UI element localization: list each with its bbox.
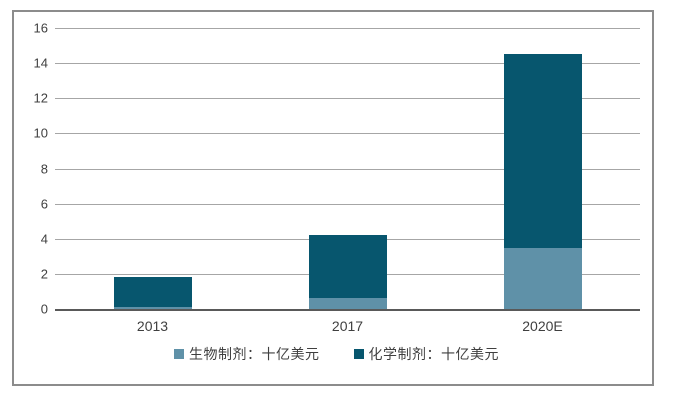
legend-label: 化学制剂：十亿美元 bbox=[368, 346, 499, 362]
bar-segment-biologics bbox=[503, 247, 582, 309]
x-tick-label: 2020E bbox=[522, 318, 563, 334]
legend-label: 生物制剂：十亿美元 bbox=[189, 346, 320, 362]
x-tick-label: 2013 bbox=[136, 318, 169, 334]
y-tick-label: 14 bbox=[33, 55, 48, 71]
gridline bbox=[55, 63, 640, 65]
gridline bbox=[55, 28, 640, 29]
stacked-bar-2020E bbox=[503, 54, 582, 309]
y-tick-label: 10 bbox=[33, 125, 48, 141]
legend-swatch-icon bbox=[174, 349, 184, 359]
x-axis-baseline bbox=[55, 309, 640, 311]
bar-segment-biologics bbox=[308, 298, 387, 309]
bar-segment-biologics bbox=[113, 307, 192, 309]
gridline bbox=[55, 98, 640, 100]
bar-segment-chemical bbox=[113, 277, 192, 308]
x-tick-label: 2017 bbox=[331, 318, 364, 334]
y-tick-label: 8 bbox=[40, 161, 48, 176]
bar-segment-chemical bbox=[503, 54, 582, 248]
y-tick-label: 2 bbox=[40, 266, 48, 282]
legend: 生物制剂：十亿美元 化学制剂：十亿美元 bbox=[0, 344, 673, 364]
y-tick-label: 16 bbox=[33, 20, 48, 36]
legend-swatch-icon bbox=[353, 349, 364, 359]
gridline bbox=[55, 203, 640, 205]
gridline bbox=[55, 133, 640, 135]
gridline bbox=[55, 168, 640, 170]
y-tick-label: 6 bbox=[40, 196, 48, 212]
y-tick-label: 4 bbox=[40, 231, 48, 247]
bar-segment-chemical bbox=[308, 235, 387, 299]
y-tick-label: 12 bbox=[33, 90, 48, 106]
stacked-bar-2013 bbox=[113, 277, 192, 309]
plot-area bbox=[55, 28, 640, 311]
legend-item-biologics: 生物制剂：十亿美元 bbox=[174, 344, 320, 364]
stacked-bar-2017 bbox=[308, 235, 387, 309]
legend-item-chemical: 化学制剂：十亿美元 bbox=[353, 344, 500, 364]
y-tick-label: 0 bbox=[40, 301, 48, 317]
